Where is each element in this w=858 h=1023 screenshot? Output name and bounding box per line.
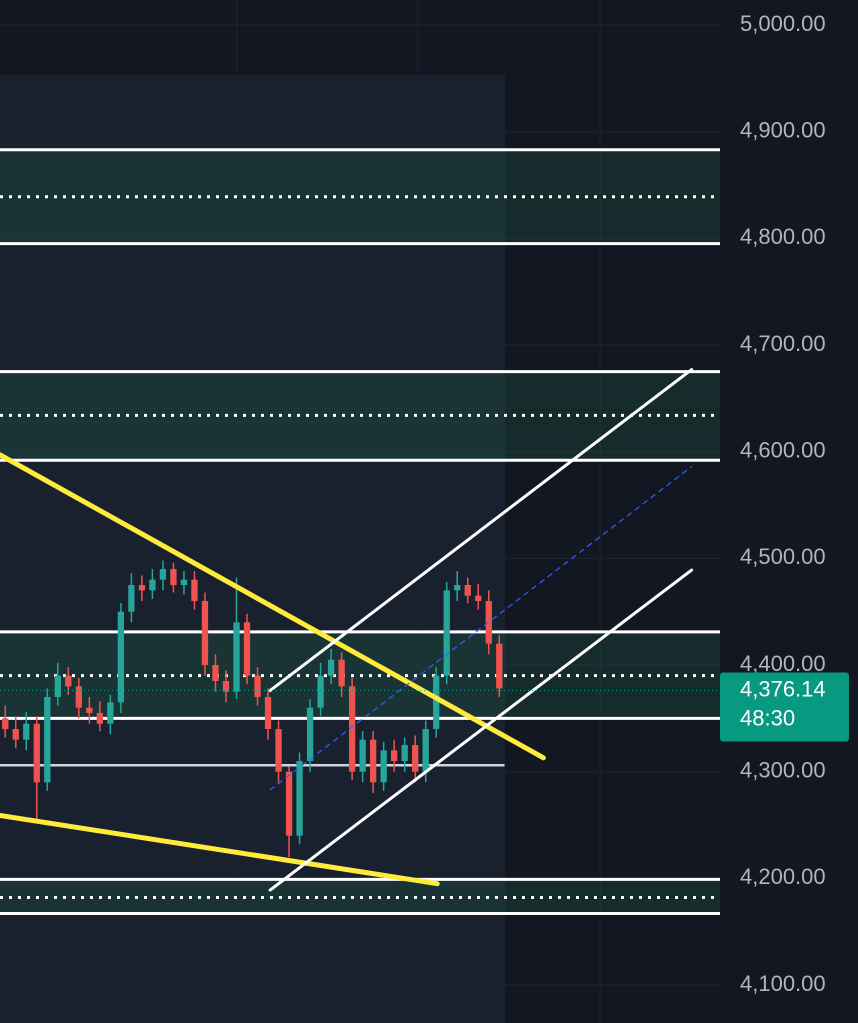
candle-body (117, 611, 125, 703)
y-tick-label: 4,100.00 (740, 971, 826, 996)
candle-body (128, 584, 135, 612)
trendline (0, 452, 546, 761)
candle-body (170, 568, 177, 585)
candles (2, 560, 503, 858)
candle-body (412, 745, 419, 772)
y-tick-label: 4,900.00 (740, 117, 826, 142)
candle-body (422, 729, 429, 772)
candle-body (391, 750, 398, 762)
candle-body (233, 622, 240, 692)
candle-body (2, 718, 9, 730)
candle-body (23, 723, 30, 740)
candle-body (12, 729, 19, 740)
candle-body (401, 745, 408, 762)
price-box (720, 672, 849, 742)
candle-body (65, 675, 72, 687)
trendline (268, 568, 694, 892)
candle-body (159, 568, 167, 580)
candle-body (254, 675, 261, 698)
candle-body (96, 713, 104, 724)
y-tick-label: 4,300.00 (740, 757, 826, 782)
candle-body (380, 750, 387, 783)
y-tick-label: 4,600.00 (740, 437, 826, 462)
candle-body (243, 622, 251, 676)
candle-body (454, 584, 461, 591)
candle-body (191, 579, 198, 601)
trendlines (0, 368, 720, 892)
candle-body (180, 579, 188, 585)
candle-body (464, 584, 471, 596)
y-tick-label: 4,200.00 (740, 864, 826, 889)
candle-body (475, 595, 482, 601)
candle-body (327, 659, 335, 676)
candle-body (212, 665, 219, 682)
candle-body (496, 643, 503, 689)
candle-body (222, 681, 230, 692)
candle-body (348, 686, 356, 772)
candle-body (75, 686, 82, 708)
trendline (0, 812, 440, 887)
candle-body (359, 739, 366, 772)
candle-body (443, 590, 450, 676)
candle-body (296, 761, 303, 836)
y-tick-label: 5,000.00 (740, 11, 826, 36)
candle-body (369, 739, 377, 783)
y-tick-label: 4,700.00 (740, 331, 826, 356)
y-tick-label: 4,400.00 (740, 651, 826, 676)
candle-body (306, 707, 314, 762)
trendline (268, 368, 694, 693)
candle-body (44, 697, 51, 783)
candle-body (54, 675, 61, 698)
candle-body (275, 729, 282, 772)
y-tick-label: 4,500.00 (740, 544, 826, 569)
candle-body (433, 675, 440, 730)
candle-body (338, 659, 345, 687)
candle-body (149, 579, 156, 591)
candle-body (201, 600, 209, 666)
candle-body (138, 584, 146, 591)
candle-body (33, 723, 40, 783)
candle-body (317, 675, 324, 708)
price-axis: 5,000.00 4,900.00 4,800.00 4,700.00 4,600.00… (720, 11, 849, 996)
session-shade (0, 75, 505, 1023)
countdown-label: 48:30 (740, 705, 795, 730)
y-tick-label: 4,800.00 (740, 224, 826, 249)
candle-body (264, 697, 272, 730)
trendline (269, 465, 693, 791)
price-label: 4,376.14 (740, 676, 826, 701)
candle-body (107, 702, 114, 724)
candle-body (86, 707, 93, 714)
candle-body (285, 771, 293, 836)
